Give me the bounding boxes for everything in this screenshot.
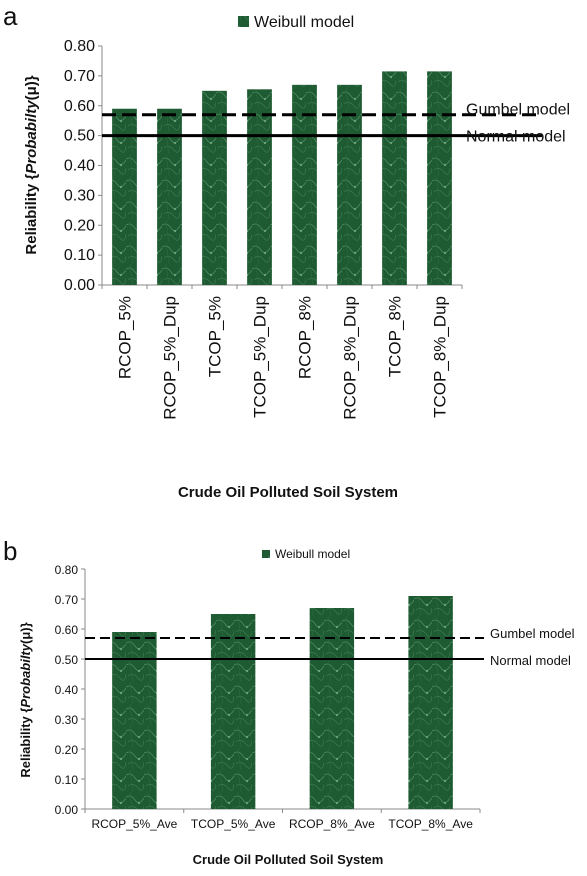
x-tick-label: TCOP_8%_Dup [431,296,450,418]
y-tick-label: 0.10 [55,773,79,787]
x-tick-label: RCOP_5%_Dup [161,296,180,420]
y-tick-label: 0.50 [64,128,95,145]
normal-label: Normal model [466,129,566,146]
bar [210,614,256,809]
y-tick-label: 0.00 [64,277,95,294]
gumbel-label: Gumbel model [466,102,570,119]
x-axis-label-a: Crude Oil Polluted Soil System [178,484,398,501]
y-tick-label: 0.20 [55,743,79,757]
y-tick-label: 0.20 [64,217,95,234]
chart-panel-b: b Weibull model Reliability {Probabilty(… [3,536,575,867]
gumbel-label: Gumbel model [490,626,575,641]
y-tick-label: 0.70 [64,68,95,85]
x-tick-label: TCOP_5%_Dup [251,296,270,418]
x-tick-label: RCOP_5% [116,296,135,379]
bar [112,632,157,809]
bar [247,89,272,285]
x-tick-label: RCOP_5%_Ave [91,817,177,831]
bar [309,608,355,809]
legend-label-weibull: Weibull model [275,547,350,561]
panel-letter-b: b [3,536,17,566]
y-tick-label: 0.30 [64,187,95,204]
y-tick-label: 0.10 [64,247,95,264]
x-tick-label: RCOP_8% [296,296,315,379]
y-tick-label: 0.30 [55,713,79,727]
y-tick-label: 0.60 [64,98,95,115]
chart-panel-a: a Weibull model Reliability {Probabilty(… [3,1,570,501]
x-axis-label-b: Crude Oil Polluted Soil System [193,852,384,867]
y-tick-label: 0.50 [55,653,79,667]
y-tick-label: 0.40 [55,683,79,697]
bar [337,84,362,286]
legend-swatch-weibull [238,16,249,27]
x-tick-label: TCOP_5%_Ave [191,817,276,831]
normal-label: Normal model [490,653,571,668]
y-axis-label-a: Reliability {Probabilty(μ)} [23,75,40,254]
bar [157,108,182,285]
legend-a: Weibull model [238,14,354,31]
y-tick-label: 0.40 [64,158,95,175]
y-tick-label: 0.70 [55,593,79,607]
bar [202,90,227,285]
legend-swatch-weibull [262,550,270,558]
bar [112,108,137,285]
x-tick-label: TCOP_8% [386,296,405,377]
legend-label-weibull: Weibull model [254,14,354,31]
plot-area-a: 0.00 0.10 0.20 0.30 0.40 0.50 0.60 0.70 0.80 RCOP… [64,38,570,420]
y-tick-label: 0.80 [64,38,95,55]
y-axis-label-b: Reliability {Probabilty(μ)} [18,622,33,777]
bar [292,84,317,286]
y-tick-label: 0.00 [55,803,79,817]
bar [408,596,453,809]
x-tick-label: RCOP_8%_Dup [341,296,360,420]
y-tick-label: 0.80 [55,563,79,577]
y-tick-label: 0.60 [55,623,79,637]
panel-letter-a: a [3,1,18,31]
bar [382,71,407,285]
x-tick-label: RCOP_8%_Ave [289,817,375,831]
legend-b: Weibull model [262,547,350,561]
bar [427,71,452,285]
plot-area-b: 0.00 0.10 0.20 0.30 0.40 0.50 0.60 0.70 0.80 RCOP… [55,563,575,831]
x-tick-label: TCOP_5% [206,296,225,377]
x-tick-label: TCOP_8%_Ave [388,817,473,831]
